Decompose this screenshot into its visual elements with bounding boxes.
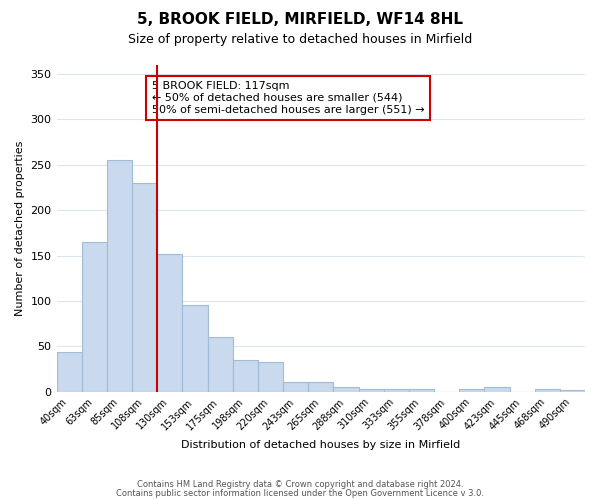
Bar <box>409 389 434 392</box>
Text: Contains HM Land Registry data © Crown copyright and database right 2024.: Contains HM Land Registry data © Crown c… <box>137 480 463 489</box>
Bar <box>107 160 132 392</box>
Text: 5 BROOK FIELD: 117sqm
← 50% of detached houses are smaller (544)
50% of semi-det: 5 BROOK FIELD: 117sqm ← 50% of detached … <box>152 82 424 114</box>
Bar <box>535 389 560 392</box>
Bar <box>283 382 308 392</box>
Text: Size of property relative to detached houses in Mirfield: Size of property relative to detached ho… <box>128 32 472 46</box>
X-axis label: Distribution of detached houses by size in Mirfield: Distribution of detached houses by size … <box>181 440 460 450</box>
Bar <box>383 389 409 392</box>
Bar <box>56 352 82 392</box>
Bar <box>132 183 157 392</box>
Bar <box>258 362 283 392</box>
Text: 5, BROOK FIELD, MIRFIELD, WF14 8HL: 5, BROOK FIELD, MIRFIELD, WF14 8HL <box>137 12 463 28</box>
Text: Contains public sector information licensed under the Open Government Licence v : Contains public sector information licen… <box>116 489 484 498</box>
Bar <box>208 336 233 392</box>
Bar <box>359 389 383 392</box>
Bar <box>157 254 182 392</box>
Bar <box>560 390 585 392</box>
Bar <box>182 304 208 392</box>
Bar <box>334 388 359 392</box>
Bar <box>459 389 484 392</box>
Bar <box>233 360 258 392</box>
Bar <box>308 382 334 392</box>
Y-axis label: Number of detached properties: Number of detached properties <box>15 141 25 316</box>
Bar <box>484 388 509 392</box>
Bar <box>82 242 107 392</box>
